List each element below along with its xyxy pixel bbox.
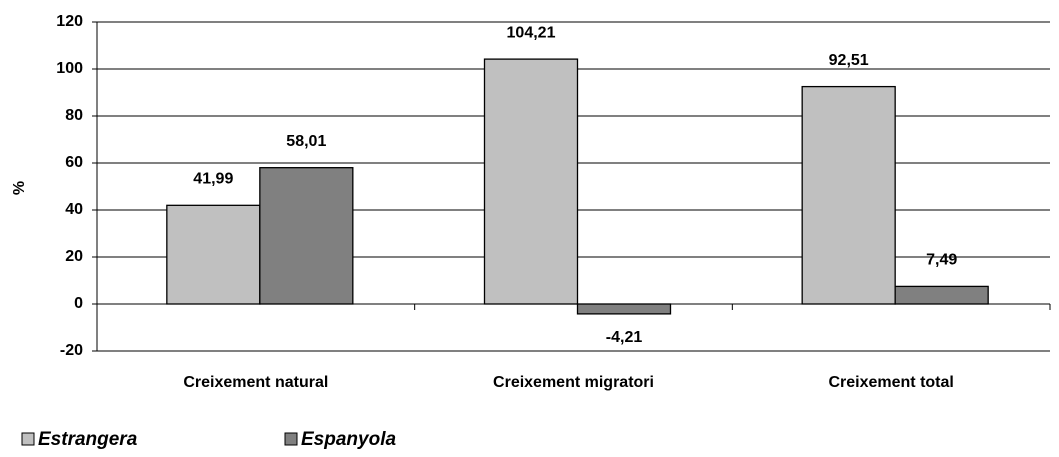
y-tick-label: 20 (65, 248, 83, 265)
y-tick-label: 100 (56, 60, 83, 77)
legend-swatch (21, 432, 35, 446)
legend-label: Estrangera (38, 429, 138, 450)
data-label: 7,49 (926, 252, 957, 269)
bar (801, 85, 896, 305)
legend-swatch (284, 432, 298, 446)
y-tick-label: 60 (65, 154, 83, 171)
y-tick-label: 120 (56, 13, 83, 30)
bar (483, 58, 579, 305)
y-tick-label: 80 (65, 107, 83, 124)
x-tick-label: Creixement total (828, 374, 953, 391)
data-label: -4,21 (606, 329, 643, 346)
y-tick-label: -20 (60, 342, 83, 359)
y-tick-label: 0 (74, 295, 83, 312)
bar (259, 167, 354, 305)
data-label: 58,01 (286, 133, 326, 150)
bar (576, 303, 672, 315)
y-axis-label: % (11, 181, 28, 195)
legend-label: Espanyola (301, 429, 396, 450)
bar (166, 204, 261, 305)
data-label: 41,99 (193, 171, 233, 188)
y-tick-label: 40 (65, 201, 83, 218)
data-label: 92,51 (829, 52, 869, 69)
x-tick-label: Creixement migratori (493, 374, 654, 391)
x-tick-label: Creixement natural (183, 374, 328, 391)
bar (894, 285, 989, 305)
data-label: 104,21 (507, 24, 556, 41)
